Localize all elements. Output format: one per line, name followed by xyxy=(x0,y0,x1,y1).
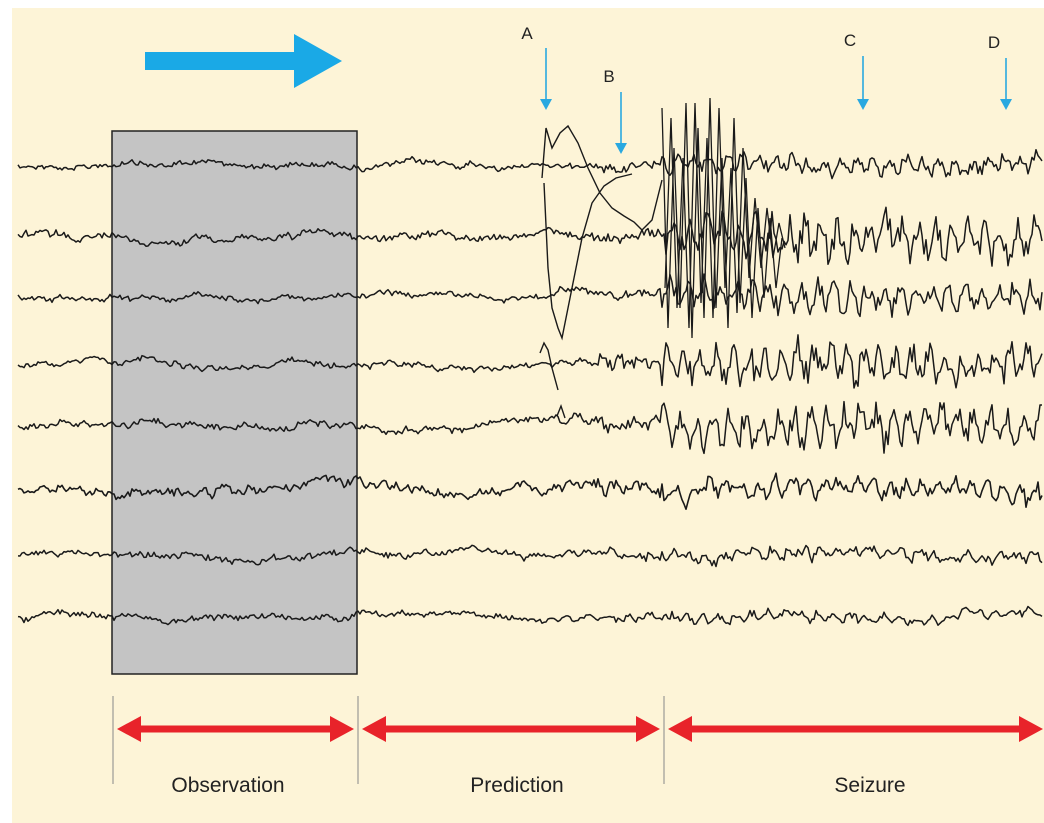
right-arrow-icon xyxy=(145,34,342,88)
marker-label-d: D xyxy=(988,33,1000,52)
arrow-head-right-icon xyxy=(636,716,660,742)
phase-label-observation: Observation xyxy=(171,774,284,797)
phase-label-prediction: Prediction xyxy=(470,774,563,797)
eeg-channel-trace xyxy=(17,148,1043,180)
eeg-channel-trace xyxy=(17,605,1043,627)
down-arrow-head-icon xyxy=(1000,99,1012,110)
prediction-span-arrow xyxy=(362,716,660,742)
marker-a: A xyxy=(521,24,552,110)
marker-c: C xyxy=(844,31,869,110)
marker-label-b: B xyxy=(603,67,614,86)
eeg-channel-trace xyxy=(17,400,1042,455)
down-arrow-head-icon xyxy=(540,99,552,110)
eeg-discharge-trace xyxy=(541,124,663,231)
arrow-head-right-icon xyxy=(1019,716,1043,742)
arrow-head-left-icon xyxy=(362,716,386,742)
observation-window xyxy=(111,130,358,675)
down-arrow-head-icon xyxy=(857,99,869,110)
phase-labels: Observation Prediction Seizure xyxy=(171,774,905,797)
phase-dividers xyxy=(112,696,665,784)
eeg-discharge-trace xyxy=(539,341,559,391)
arrow-head-right-icon xyxy=(330,716,354,742)
eeg-channel-trace xyxy=(17,334,1043,389)
event-markers: A B C D xyxy=(521,24,1012,154)
arrow-head-left-icon xyxy=(117,716,141,742)
eeg-discharge-trace xyxy=(664,102,786,329)
marker-b: B xyxy=(603,67,627,154)
eeg-discharge-trace xyxy=(556,403,566,419)
marker-label-a: A xyxy=(521,24,533,43)
phase-arrows xyxy=(117,716,1043,742)
eeg-channel-trace xyxy=(17,273,1043,318)
eeg-channel-trace xyxy=(17,472,1043,511)
phase-label-seizure: Seizure xyxy=(834,774,905,797)
seizure-span-arrow xyxy=(668,716,1043,742)
marker-d: D xyxy=(988,33,1012,110)
observation-span-arrow xyxy=(117,716,354,742)
arrow-head-left-icon xyxy=(668,716,692,742)
eeg-traces xyxy=(17,97,1043,627)
eeg-channel-trace xyxy=(17,206,1043,267)
eeg-channel-trace xyxy=(17,544,1043,568)
down-arrow-head-icon xyxy=(615,143,627,154)
eeg-discharge-trace xyxy=(661,97,783,339)
eeg-discharge-trace xyxy=(543,173,633,341)
figure-panel: A B C D xyxy=(12,8,1044,823)
marker-label-c: C xyxy=(844,31,856,50)
